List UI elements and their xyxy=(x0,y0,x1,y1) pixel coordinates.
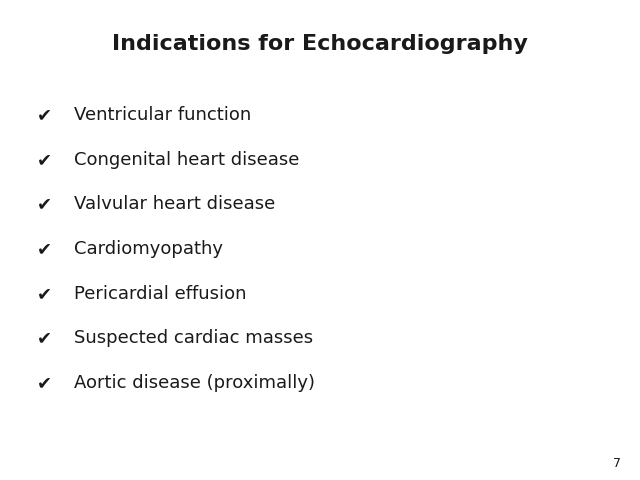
Text: Aortic disease (proximally): Aortic disease (proximally) xyxy=(74,374,315,392)
Text: Pericardial effusion: Pericardial effusion xyxy=(74,285,246,303)
Text: Ventricular function: Ventricular function xyxy=(74,106,251,124)
Text: Indications for Echocardiography: Indications for Echocardiography xyxy=(112,34,528,54)
Text: Suspected cardiac masses: Suspected cardiac masses xyxy=(74,329,313,348)
Text: Congenital heart disease: Congenital heart disease xyxy=(74,151,299,169)
Text: ✔: ✔ xyxy=(37,195,52,214)
Text: 7: 7 xyxy=(613,457,621,470)
Text: ✔: ✔ xyxy=(37,374,52,392)
Text: ✔: ✔ xyxy=(37,329,52,348)
Text: Valvular heart disease: Valvular heart disease xyxy=(74,195,275,214)
Text: ✔: ✔ xyxy=(37,285,52,303)
Text: ✔: ✔ xyxy=(37,151,52,169)
Text: ✔: ✔ xyxy=(37,106,52,124)
Text: Cardiomyopathy: Cardiomyopathy xyxy=(74,240,223,258)
Text: ✔: ✔ xyxy=(37,240,52,258)
